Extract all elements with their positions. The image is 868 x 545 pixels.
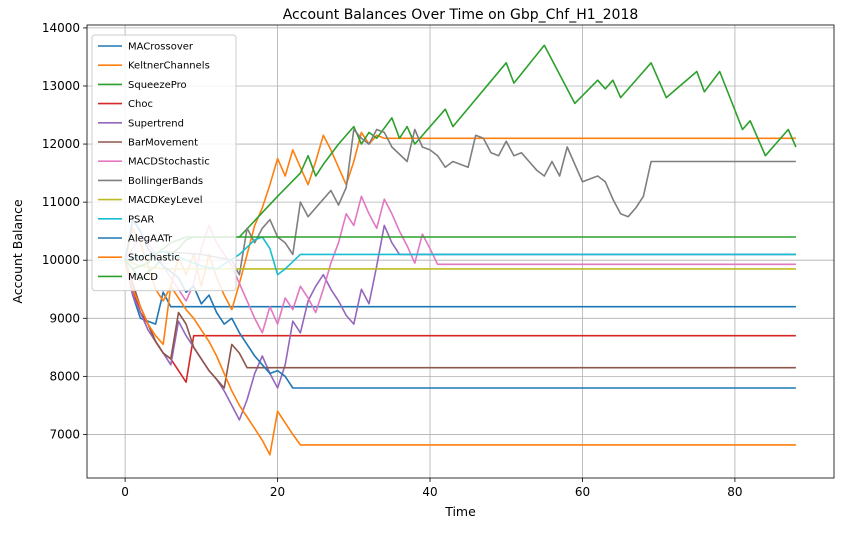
legend-label: SqueezePro [128, 80, 187, 91]
legend-label: BarMovement [128, 138, 198, 149]
y-tick-label: 7000 [49, 427, 80, 441]
legend-box [91, 34, 237, 292]
legend-label: AlegAATr [128, 234, 173, 245]
y-tick-label: 14000 [42, 21, 80, 35]
y-tick-label: 13000 [42, 79, 80, 93]
legend-label: MACDKeyLevel [128, 195, 203, 206]
legend-label: MACDStochastic [128, 157, 210, 168]
x-tick-label: 0 [121, 485, 129, 499]
y-tick-label: 12000 [42, 137, 80, 151]
legend: MACrossover KeltnerChannels SqueezePro Choc… [91, 34, 237, 292]
x-tick-label: 40 [422, 485, 437, 499]
legend-label: KeltnerChannels [128, 61, 210, 72]
x-axis-label: Time [444, 504, 476, 519]
legend-label: Stochastic [128, 253, 180, 264]
series-line-Stochastic [124, 259, 796, 456]
x-tick-label: 80 [727, 485, 742, 499]
plot-frame [86, 24, 835, 479]
x-tick-label: 20 [270, 485, 285, 499]
legend-label: MACD [128, 272, 158, 283]
y-tick-label: 8000 [49, 369, 80, 383]
legend-label: MACrossover [128, 42, 194, 53]
series-line-Supertrend [124, 224, 796, 421]
legend-label: PSAR [128, 214, 154, 225]
legend-label: Supertrend [128, 118, 184, 129]
x-tick-label: 60 [575, 485, 590, 499]
legend-label: BollingerBands [128, 176, 203, 187]
series-line-BollingerBands [124, 128, 796, 276]
axis-ticks: 0 20 40 60 80 7000 8000 9000 10000 11000 12000 1300… [42, 21, 743, 499]
y-tick-label: 10000 [42, 253, 80, 267]
chart-title: Account Balances Over Time on Gbp_Chf_H1… [283, 7, 639, 23]
y-tick-label: 9000 [49, 311, 80, 325]
y-axis-label: Account Balance [10, 199, 25, 304]
y-tick-label: 11000 [42, 195, 80, 209]
legend-label: Choc [128, 99, 153, 110]
